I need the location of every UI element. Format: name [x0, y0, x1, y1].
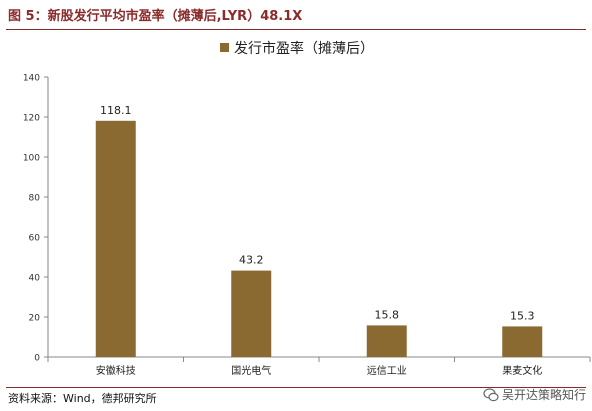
- watermark-text: 吴开达策略知行: [501, 388, 586, 402]
- watermark: 吴开达策略知行: [483, 386, 586, 403]
- bar: [366, 325, 407, 357]
- y-tick-label: 0: [34, 354, 40, 364]
- bar: [95, 120, 136, 357]
- y-tick-label: 120: [23, 114, 40, 124]
- source-note: 资料来源：Wind，德邦研究所: [8, 392, 157, 405]
- x-tick-label: 果麦文化: [502, 364, 542, 377]
- footer-rule: [6, 387, 586, 388]
- x-tick-label: 远信工业: [367, 365, 407, 377]
- bar: [502, 326, 543, 357]
- y-tick-label: 20: [29, 314, 41, 324]
- x-tick-label: 安徽科技: [96, 364, 136, 377]
- bar: [231, 270, 272, 357]
- wechat-icon: [483, 387, 499, 401]
- bar-value-label: 15.8: [375, 308, 400, 321]
- bar-value-label: 15.3: [510, 309, 535, 322]
- title-rule: [6, 29, 586, 30]
- x-tick-label: 国光电气: [231, 364, 271, 377]
- y-tick-label: 100: [23, 154, 40, 164]
- chart-legend: 发行市盈率（摊薄后）: [220, 40, 374, 57]
- bar-value-label: 118.1: [100, 104, 132, 117]
- bar-value-label: 43.2: [239, 254, 264, 267]
- chart-axes: 0 20 40 60 80 100 120 140 安徽科技 国光电气 远信工业 果麦文化: [23, 74, 591, 377]
- y-tick-label: 140: [23, 74, 40, 84]
- y-tick-label: 40: [29, 274, 41, 284]
- chart-bars: 118.1 43.2 15.8 15.3: [95, 104, 543, 357]
- legend-label: 发行市盈率（摊薄后）: [234, 40, 374, 57]
- legend-swatch: [220, 43, 229, 52]
- bar-chart: 发行市盈率（摊薄后） 0 20 40 60 80 100 120 140 安徽科技 国光电气 远信工…: [23, 40, 591, 377]
- y-tick-label: 80: [29, 194, 41, 204]
- chart-title: 图 5：新股发行平均市盈率（摊薄后,LYR）48.1X: [8, 9, 303, 24]
- y-tick-label: 60: [29, 234, 41, 244]
